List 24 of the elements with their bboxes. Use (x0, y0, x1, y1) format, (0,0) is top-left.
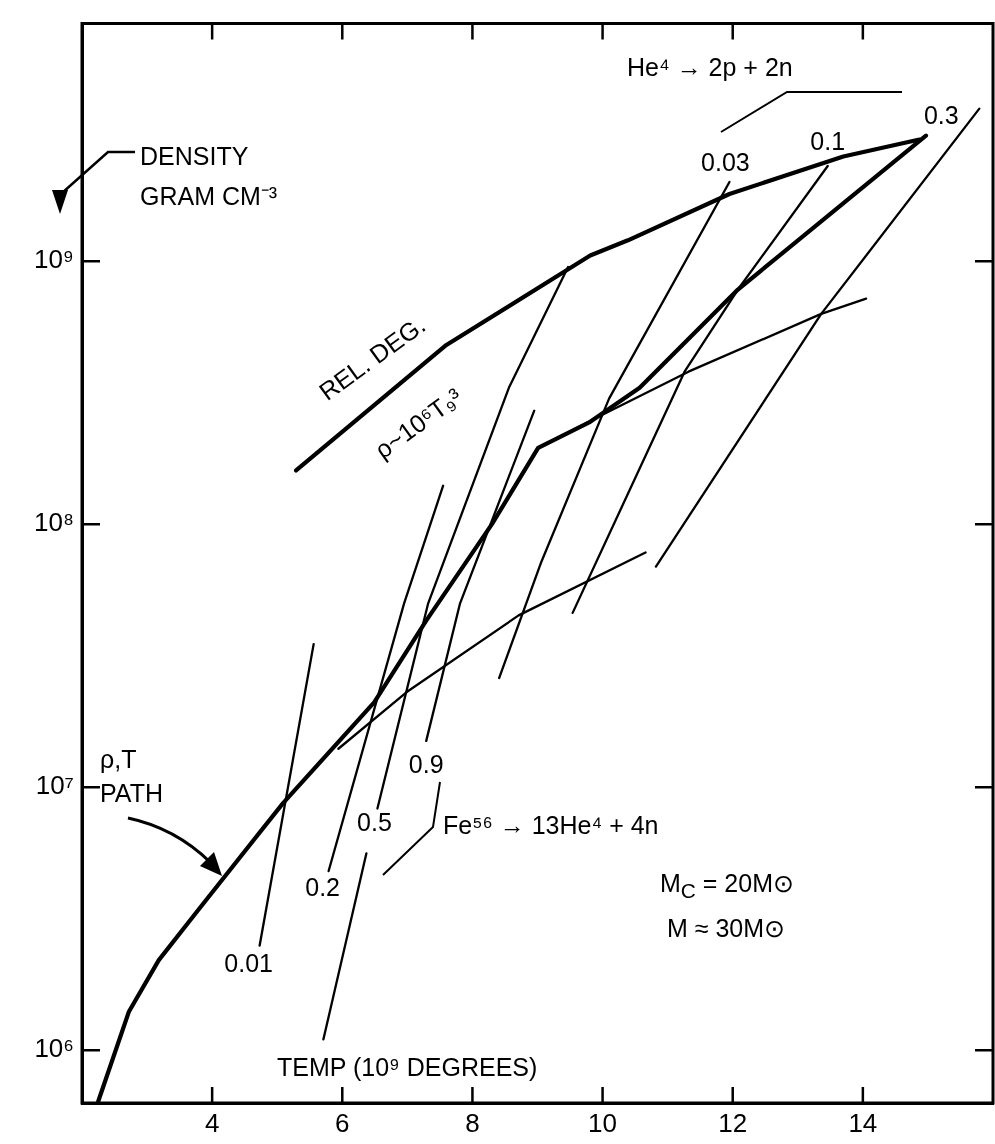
annotation: 0.2 (305, 872, 340, 903)
x-tick-label: 14 (848, 1107, 878, 1138)
annotation: 0.1 (810, 126, 846, 156)
annotation: Fe⁵⁶ → 13He⁴ + 4n (443, 810, 659, 840)
x-tick-label: 10 (588, 1107, 618, 1138)
annotation: 0.03 (701, 146, 750, 177)
x-tick-label: 12 (718, 1107, 748, 1138)
x-tick-label: 6 (335, 1107, 350, 1138)
x-axis-title: TEMP (10⁹ DEGREES) (277, 1052, 538, 1082)
y-tick-label: 10⁸ (34, 507, 74, 538)
y-tick-label: 10⁹ (33, 244, 74, 275)
annotation: 0.3 (923, 99, 959, 130)
x-tick-label: 8 (465, 1107, 480, 1138)
x-tick-label: 4 (204, 1107, 220, 1138)
annotation: 0.5 (357, 807, 392, 838)
annotation: M$_{C}$ = 20M⊙ (660, 868, 794, 904)
y-tick-label: 10⁷ (35, 770, 74, 801)
annotation: M ≈ 30M⊙ (667, 913, 786, 943)
annotation: 0.9 (408, 748, 444, 779)
y-tick-label: 10⁶ (34, 1033, 74, 1064)
y-axis-title: DENSITY GRAM CM⁻³ (140, 141, 278, 212)
annotation: 0.01 (224, 947, 273, 978)
annotation: He⁴ → 2p + 2n (627, 52, 793, 82)
annotation: ρ,T PATH (100, 744, 163, 809)
